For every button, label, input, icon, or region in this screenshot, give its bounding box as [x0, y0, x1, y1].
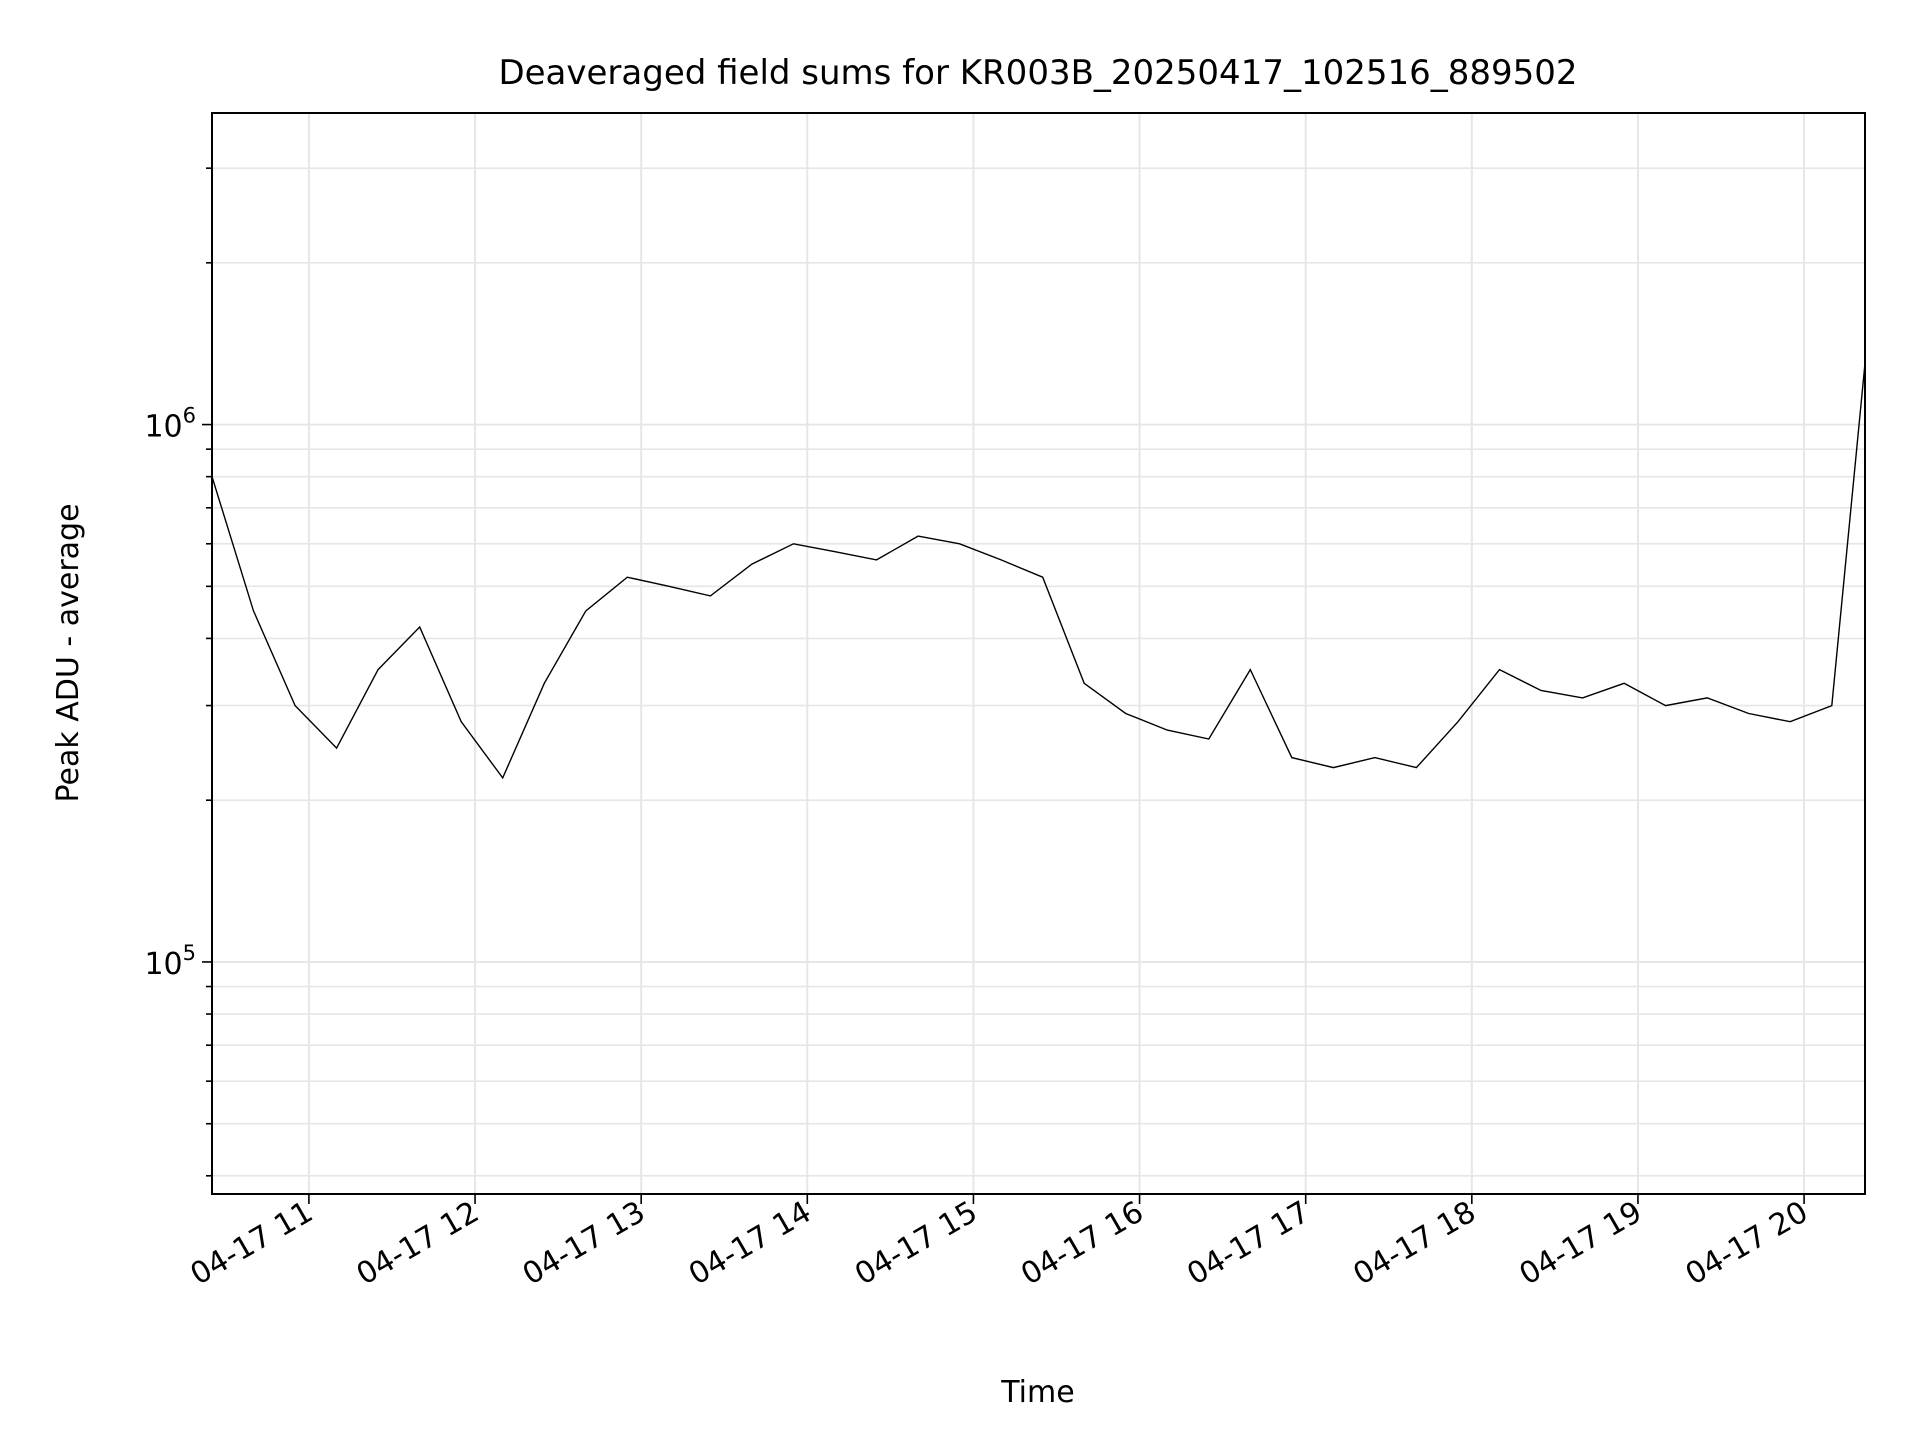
x-axis-label: Time [1000, 1375, 1074, 1410]
y-axis-ticks: 105 106 [144, 167, 212, 1177]
plot-frame [211, 112, 1866, 1195]
y-axis-label: Peak ADU - average [51, 503, 86, 802]
series-line-group [211, 363, 1866, 780]
y-tick-label: 105 [144, 941, 196, 982]
grid-lines [212, 113, 1865, 1194]
y-tick-label: 106 [144, 404, 196, 445]
series-line [211, 363, 1866, 780]
chart-title: Deaveraged field sums for KR003B_2025041… [498, 53, 1577, 93]
